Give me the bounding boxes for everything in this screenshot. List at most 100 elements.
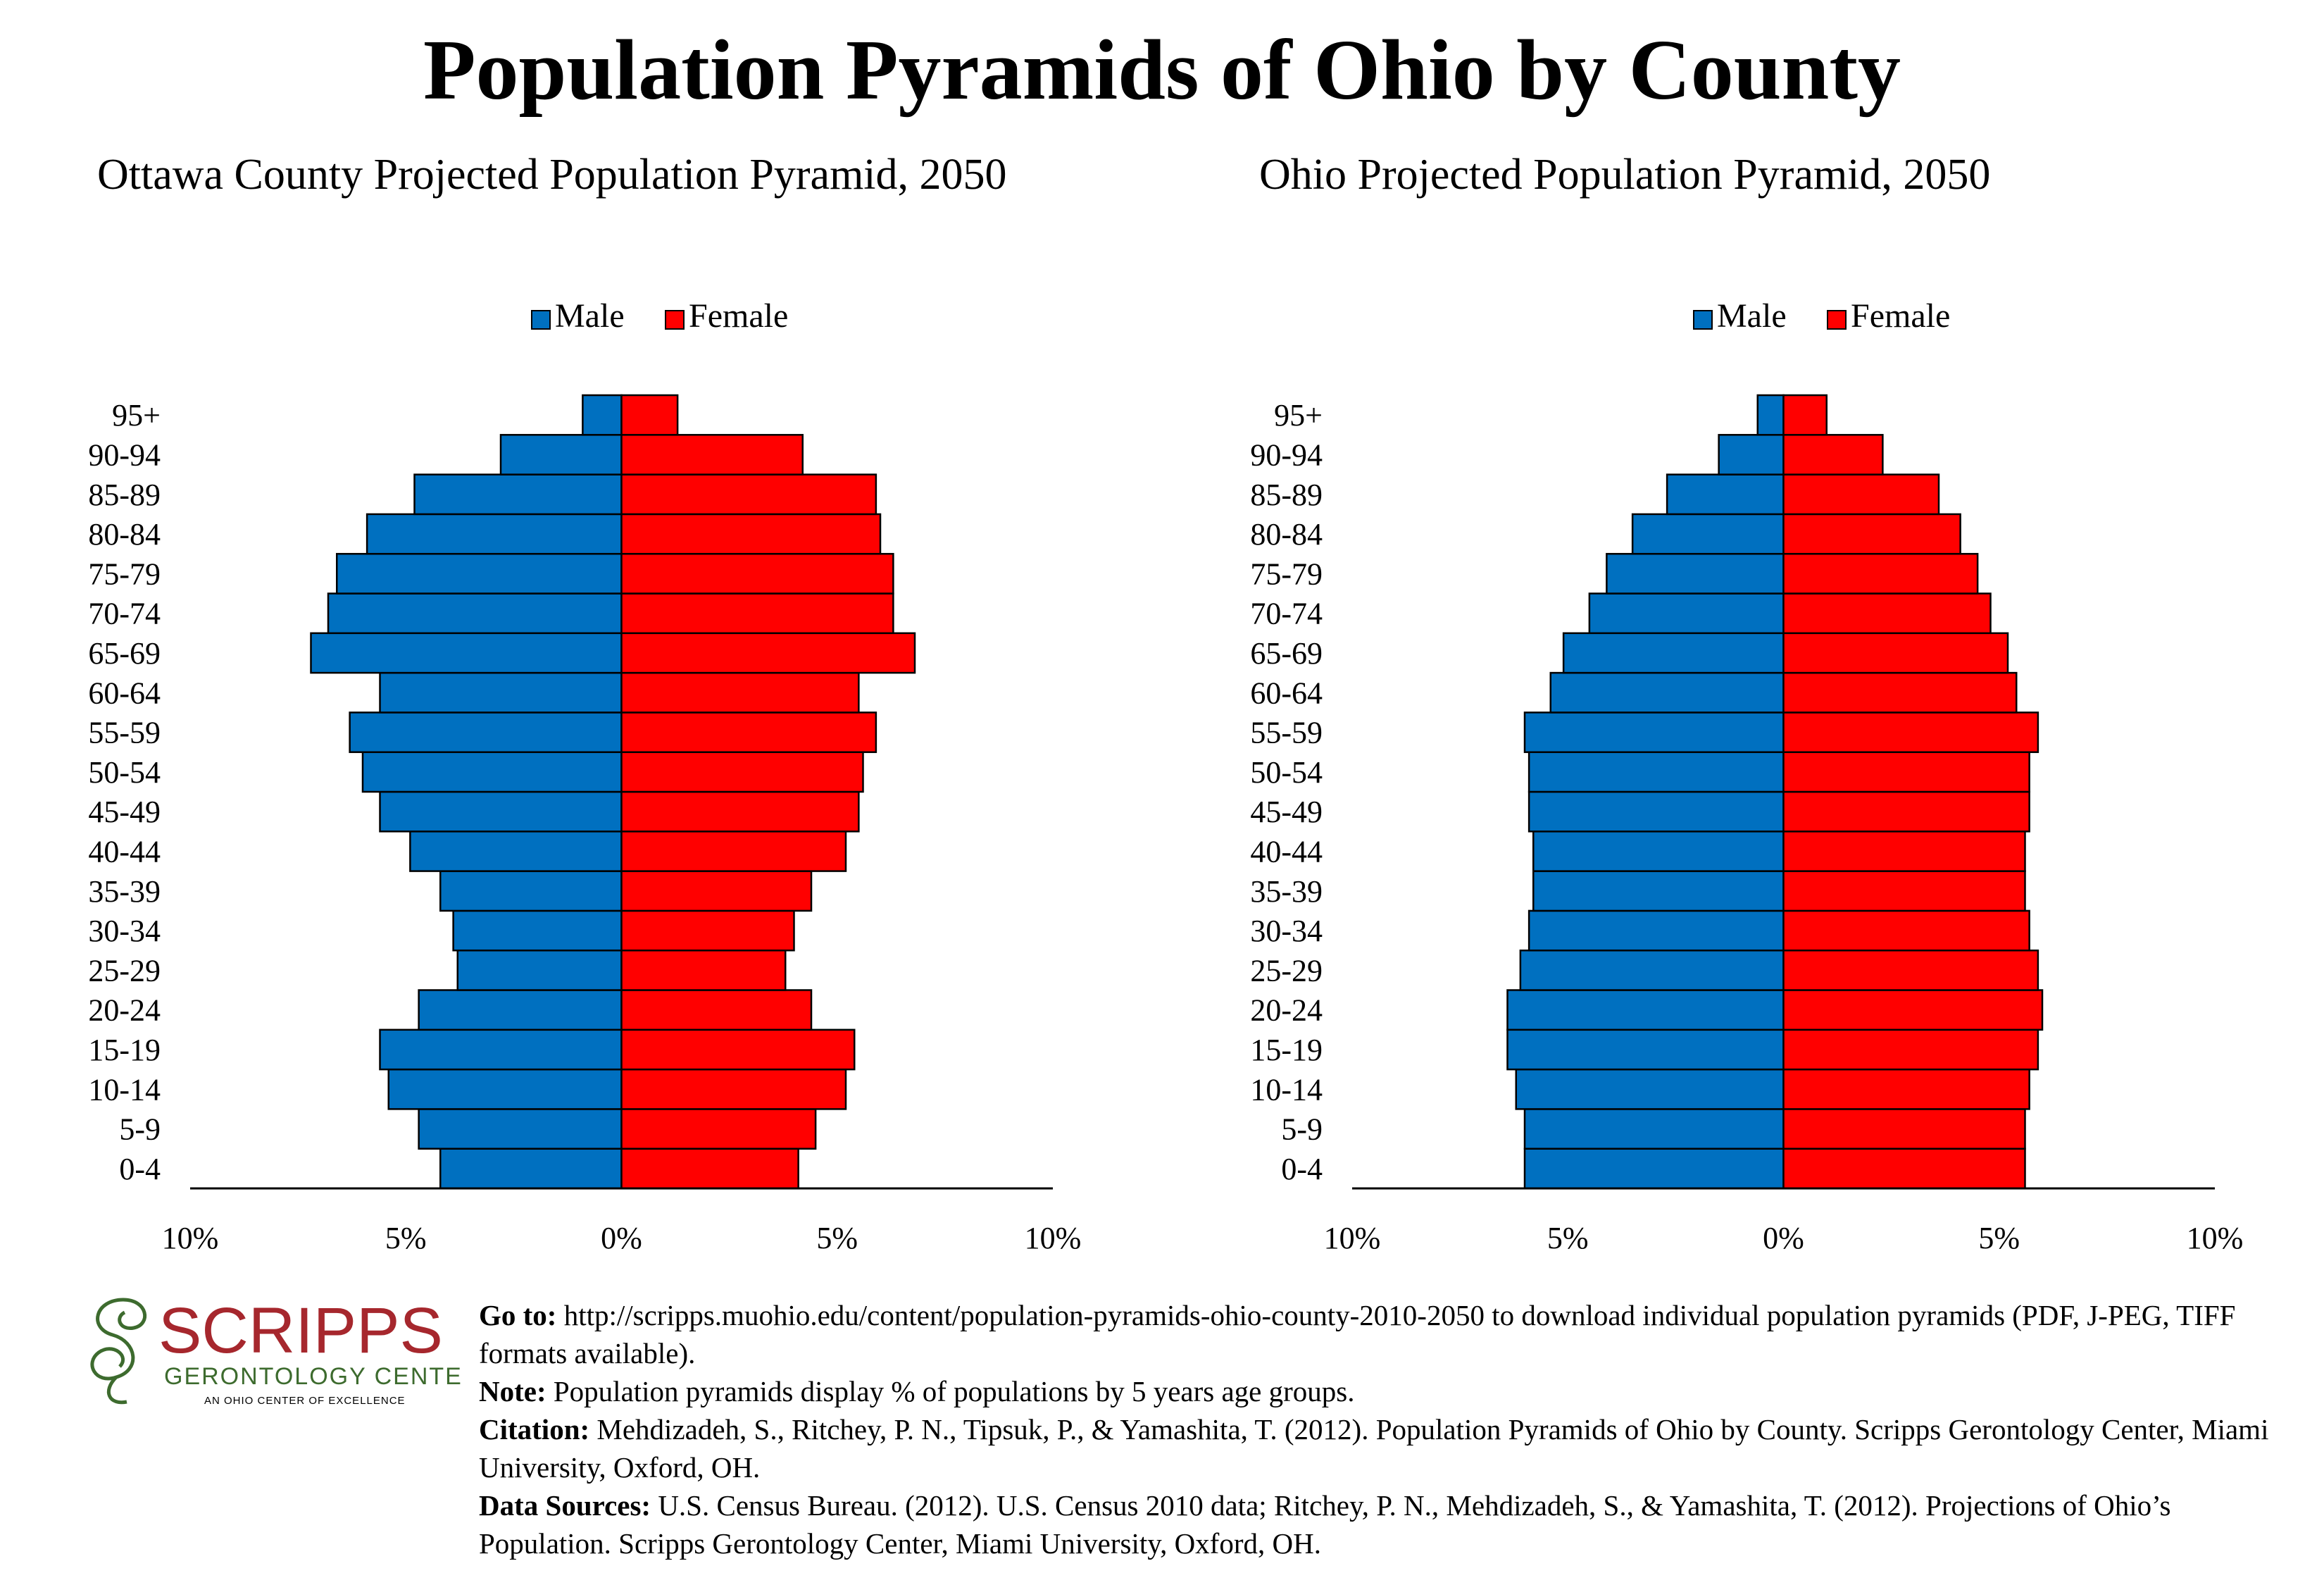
ottawa-age-label-35-39: 35-39 bbox=[88, 874, 161, 909]
ottawa-age-label-60-64: 60-64 bbox=[88, 676, 161, 710]
ottawa-age-label-10-14: 10-14 bbox=[88, 1072, 161, 1107]
ohio-bar-female-75-79 bbox=[1782, 552, 1979, 595]
ottawa-bar-male-55-59 bbox=[349, 711, 623, 753]
ottawa-tick-label-4: 10% bbox=[1025, 1221, 1082, 1255]
ottawa-bar-male-80-84 bbox=[366, 513, 623, 555]
ottawa-pyramid-chart: Ottawa County Projected Population Pyram… bbox=[0, 141, 1162, 1268]
footnotes: Go to: http://scripps.muohio.edu/content… bbox=[479, 1296, 2310, 1562]
ottawa-bar-male-30-34 bbox=[452, 909, 623, 952]
ottawa-pyramid-svg: Ottawa County Projected Population Pyram… bbox=[88, 151, 1082, 1255]
ohio-bar-female-90-94 bbox=[1782, 434, 1884, 476]
ohio-bar-male-65-69 bbox=[1562, 632, 1785, 674]
ohio-age-label-80-84: 80-84 bbox=[1250, 517, 1323, 552]
ottawa-bar-female-55-59 bbox=[620, 711, 877, 753]
ottawa-bar-male-85-89 bbox=[413, 473, 623, 516]
ohio-bar-female-80-84 bbox=[1782, 513, 1961, 555]
ohio-bar-female-30-34 bbox=[1782, 909, 2030, 952]
ohio-legend-male-label: Male bbox=[1717, 297, 1787, 335]
ohio-bar-female-55-59 bbox=[1782, 711, 2039, 753]
ohio-age-label-50-54: 50-54 bbox=[1250, 755, 1323, 790]
ohio-tick-label-4: 10% bbox=[2187, 1221, 2244, 1255]
scripps-logo: SCRIPPS GERONTOLOGY CENTER AN OHIO CENTE… bbox=[90, 1295, 461, 1407]
sources-label: Data Sources: bbox=[479, 1489, 651, 1522]
ohio-tick-label-2: 0% bbox=[1763, 1221, 1804, 1255]
note-label: Note: bbox=[479, 1375, 546, 1407]
ohio-age-label-15-19: 15-19 bbox=[1250, 1033, 1323, 1067]
ottawa-tick-label-1: 5% bbox=[385, 1221, 427, 1255]
ottawa-chart-title: Ottawa County Projected Population Pyram… bbox=[97, 151, 1007, 199]
ohio-bar-female-20-24 bbox=[1782, 989, 2044, 1031]
ottawa-bar-male-0-4 bbox=[439, 1148, 623, 1190]
ottawa-bar-female-25-29 bbox=[620, 949, 787, 991]
logo-subtitle: GERONTOLOGY CENTER bbox=[164, 1363, 461, 1390]
ottawa-bar-male-95+ bbox=[582, 394, 623, 436]
ohio-tick-label-1: 5% bbox=[1547, 1221, 1589, 1255]
ohio-bar-male-50-54 bbox=[1528, 751, 1785, 793]
ohio-bar-male-80-84 bbox=[1631, 513, 1785, 555]
ohio-age-label-95+: 95+ bbox=[1274, 398, 1323, 433]
ottawa-bar-male-15-19 bbox=[379, 1028, 623, 1071]
ohio-pyramid-chart: Ohio Projected Population Pyramid, 2050 M… bbox=[1162, 141, 2324, 1268]
note-text: Population pyramids display % of populat… bbox=[546, 1375, 1355, 1407]
ohio-legend-female-label: Female bbox=[1851, 297, 1950, 335]
ottawa-bar-female-90-94 bbox=[620, 434, 804, 476]
ohio-age-label-55-59: 55-59 bbox=[1250, 716, 1323, 750]
ohio-bar-female-95+ bbox=[1782, 394, 1828, 436]
ohio-bar-male-25-29 bbox=[1519, 949, 1785, 991]
ohio-bar-female-5-9 bbox=[1782, 1108, 2026, 1150]
logo-tagline: AN OHIO CENTER OF EXCELLENCE bbox=[204, 1395, 406, 1407]
ohio-age-label-20-24: 20-24 bbox=[1250, 993, 1323, 1028]
ottawa-tick-label-0: 10% bbox=[162, 1221, 219, 1255]
ottawa-age-label-15-19: 15-19 bbox=[88, 1033, 161, 1067]
ottawa-bar-male-45-49 bbox=[379, 790, 623, 833]
ottawa-legend-male-swatch bbox=[531, 310, 551, 330]
ottawa-age-label-0-4: 0-4 bbox=[119, 1152, 161, 1186]
ohio-age-label-85-89: 85-89 bbox=[1250, 478, 1323, 512]
ohio-age-label-10-14: 10-14 bbox=[1250, 1072, 1323, 1107]
ottawa-legend-female-swatch bbox=[665, 310, 685, 330]
ottawa-age-label-75-79: 75-79 bbox=[88, 557, 161, 591]
ottawa-age-label-90-94: 90-94 bbox=[88, 437, 161, 472]
ottawa-bar-male-10-14 bbox=[387, 1068, 623, 1110]
ottawa-bar-female-50-54 bbox=[620, 751, 864, 793]
ottawa-age-label-45-49: 45-49 bbox=[88, 795, 161, 829]
ohio-bar-male-60-64 bbox=[1549, 671, 1785, 714]
ohio-bar-male-90-94 bbox=[1718, 434, 1785, 476]
ottawa-bar-male-20-24 bbox=[418, 989, 623, 1031]
ottawa-bar-female-30-34 bbox=[620, 909, 795, 952]
ottawa-bar-female-5-9 bbox=[620, 1108, 817, 1150]
ohio-bar-male-0-4 bbox=[1523, 1148, 1785, 1190]
ottawa-bar-male-40-44 bbox=[409, 831, 623, 872]
ohio-bar-male-20-24 bbox=[1506, 989, 1785, 1031]
ottawa-bar-male-50-54 bbox=[361, 751, 623, 793]
ottawa-age-label-40-44: 40-44 bbox=[88, 834, 161, 869]
ohio-age-label-70-74: 70-74 bbox=[1250, 597, 1323, 631]
ottawa-bar-male-70-74 bbox=[327, 592, 623, 635]
ohio-age-label-35-39: 35-39 bbox=[1250, 874, 1323, 909]
ottawa-tick-label-2: 0% bbox=[601, 1221, 642, 1255]
ottawa-bar-male-90-94 bbox=[499, 434, 623, 476]
footnote-goto: Go to: http://scripps.muohio.edu/content… bbox=[479, 1296, 2310, 1372]
ottawa-age-label-50-54: 50-54 bbox=[88, 755, 161, 790]
ottawa-bar-female-40-44 bbox=[620, 831, 847, 872]
ottawa-legend-male-label: Male bbox=[555, 297, 625, 335]
ottawa-age-label-70-74: 70-74 bbox=[88, 597, 161, 631]
citation-label: Citation: bbox=[479, 1413, 590, 1446]
ohio-bar-female-85-89 bbox=[1782, 473, 1940, 516]
ottawa-bar-female-10-14 bbox=[620, 1068, 847, 1110]
ottawa-age-label-95+: 95+ bbox=[112, 398, 161, 433]
ottawa-bar-female-85-89 bbox=[620, 473, 877, 516]
ottawa-age-label-5-9: 5-9 bbox=[119, 1112, 161, 1147]
ohio-pyramid-svg: Ohio Projected Population Pyramid, 2050 M… bbox=[1250, 151, 2244, 1255]
ottawa-bar-male-60-64 bbox=[379, 671, 623, 714]
ohio-age-label-75-79: 75-79 bbox=[1250, 557, 1323, 591]
ohio-age-label-90-94: 90-94 bbox=[1250, 437, 1323, 472]
ottawa-bar-male-25-29 bbox=[456, 949, 623, 991]
ottawa-bar-male-35-39 bbox=[439, 870, 623, 912]
ohio-bar-male-10-14 bbox=[1515, 1068, 1785, 1110]
ohio-bar-male-95+ bbox=[1756, 394, 1785, 436]
ohio-age-label-0-4: 0-4 bbox=[1281, 1152, 1323, 1186]
ottawa-bar-male-65-69 bbox=[310, 632, 623, 674]
ottawa-age-label-30-34: 30-34 bbox=[88, 914, 161, 948]
ohio-bar-female-70-74 bbox=[1782, 592, 1992, 635]
